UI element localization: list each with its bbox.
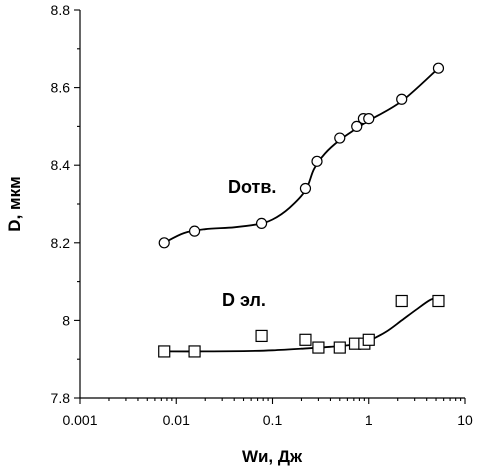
series-2-point xyxy=(312,341,325,354)
series-1-point xyxy=(334,132,346,144)
series-1-point xyxy=(188,225,201,237)
series-1-point xyxy=(158,237,170,249)
series-2-label: D эл. xyxy=(222,290,266,310)
markers-layer xyxy=(158,62,445,358)
curves-layer xyxy=(163,67,440,353)
series-1-point xyxy=(432,62,445,74)
y-tick-label: 8.4 xyxy=(51,157,71,173)
series-1-curve xyxy=(163,67,440,244)
y-axis-title: D, мкм xyxy=(5,176,24,231)
x-tick-label: 0.001 xyxy=(62,412,97,428)
x-tick-label: 0.01 xyxy=(163,412,190,428)
series-1-point xyxy=(363,113,375,125)
x-axis-title: Wи, Дж xyxy=(242,447,303,466)
series-1-point xyxy=(255,217,268,229)
y-tick-label: 8.2 xyxy=(51,235,71,251)
series-2-point xyxy=(188,345,201,358)
series-2-point xyxy=(333,341,346,354)
y-tick-label: 8.6 xyxy=(51,80,71,96)
series-1-point xyxy=(311,155,323,167)
labels-layer: Wи, Дж D, мкм Dотв. D эл. xyxy=(5,176,303,466)
x-tick-label: 1 xyxy=(365,412,373,428)
series-1-point xyxy=(396,93,408,105)
y-tick-label: 8.8 xyxy=(51,2,71,18)
series-1-point xyxy=(299,182,312,195)
series-2-point xyxy=(432,294,445,308)
y-tick-label: 8 xyxy=(62,312,70,328)
series-2-point xyxy=(158,345,171,358)
series-2-point xyxy=(362,333,375,346)
series-2-point xyxy=(299,333,312,346)
series-1-label: Dотв. xyxy=(228,177,276,197)
axes-layer: 0.001 0.01 0.1 1 10 7.8 8 8.2 8.4 8.6 8.8 xyxy=(51,2,473,428)
series-2-point xyxy=(395,294,408,308)
x-tick-label: 0.1 xyxy=(263,412,283,428)
x-tick-label: 10 xyxy=(457,412,473,428)
series-2-point xyxy=(255,329,268,343)
series-1-point xyxy=(351,120,363,133)
y-tick-label: 7.8 xyxy=(51,390,71,406)
